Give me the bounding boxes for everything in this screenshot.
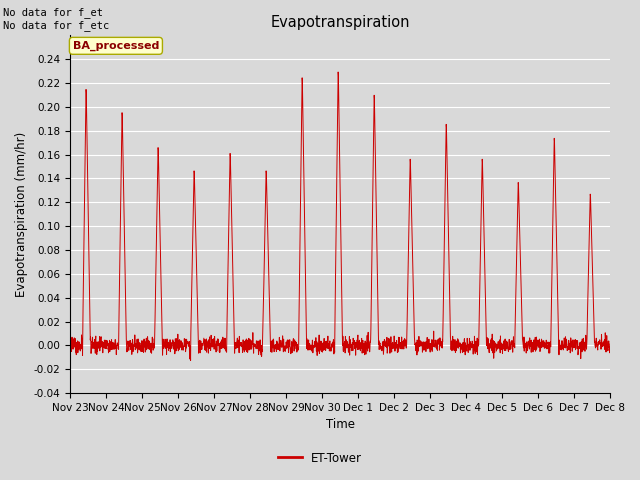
X-axis label: Time: Time (326, 419, 355, 432)
Text: BA_processed: BA_processed (73, 41, 159, 51)
Title: Evapotranspiration: Evapotranspiration (270, 15, 410, 30)
Text: No data for f_et
No data for f_etc: No data for f_et No data for f_etc (3, 7, 109, 31)
Y-axis label: Evapotranspiration (mm/hr): Evapotranspiration (mm/hr) (15, 132, 28, 297)
Legend: ET-Tower: ET-Tower (273, 447, 367, 469)
